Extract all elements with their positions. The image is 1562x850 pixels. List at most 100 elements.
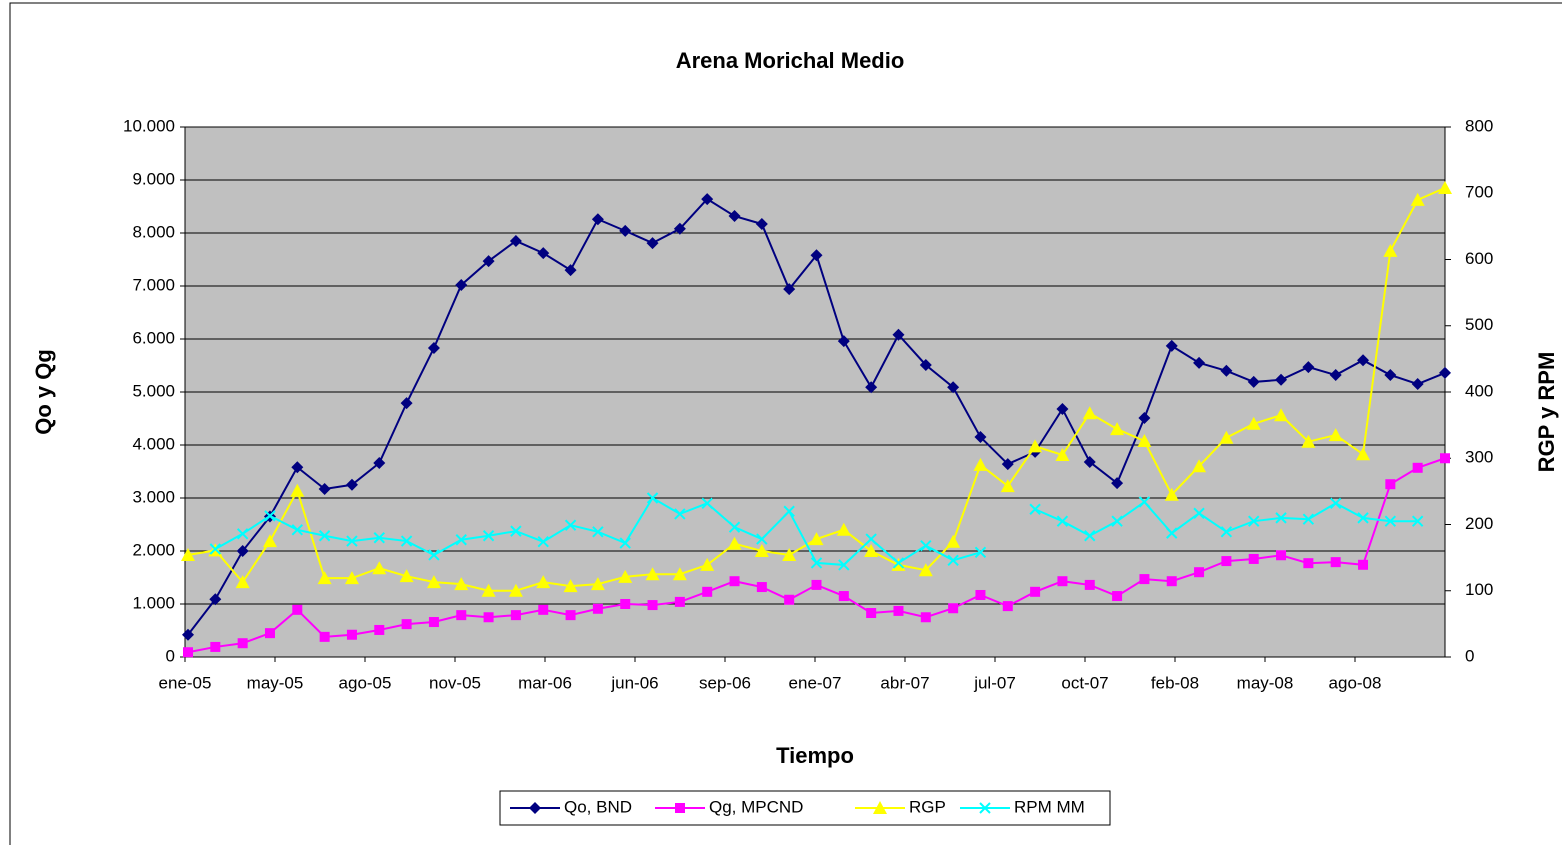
point xyxy=(1357,354,1370,367)
point xyxy=(591,213,604,226)
point xyxy=(728,521,741,533)
point xyxy=(700,557,715,571)
point xyxy=(1220,364,1233,377)
point xyxy=(1302,513,1315,525)
point xyxy=(1248,553,1259,564)
point xyxy=(1411,515,1424,527)
point xyxy=(838,591,849,602)
y-tick-label: 4.000 xyxy=(132,434,175,453)
y2-tick-label: 600 xyxy=(1465,249,1493,268)
point xyxy=(756,533,768,545)
point xyxy=(920,612,931,623)
point xyxy=(1084,530,1096,542)
y2-axis-title: RGP y RPM xyxy=(1534,352,1559,473)
y-tick-label: 0 xyxy=(166,646,175,665)
point xyxy=(1165,339,1178,352)
point xyxy=(565,610,576,621)
point xyxy=(236,545,249,557)
point xyxy=(1411,378,1424,391)
point xyxy=(264,510,276,522)
y-tick-label: 5.000 xyxy=(132,381,175,400)
y2-tick-label: 100 xyxy=(1465,580,1493,599)
point xyxy=(620,599,631,609)
point xyxy=(536,575,551,589)
point xyxy=(1438,180,1452,194)
point xyxy=(564,519,577,531)
point xyxy=(1110,422,1125,436)
point xyxy=(1028,439,1043,453)
y-tick-label: 2.000 xyxy=(132,540,175,559)
point xyxy=(510,610,521,621)
point xyxy=(1302,361,1315,374)
point xyxy=(865,381,878,394)
point xyxy=(837,335,850,348)
point xyxy=(1384,369,1397,382)
point xyxy=(564,264,577,277)
point xyxy=(1083,455,1096,468)
point xyxy=(1385,479,1396,490)
point xyxy=(919,358,932,371)
point xyxy=(374,624,385,635)
point xyxy=(1137,434,1152,448)
point xyxy=(400,397,413,410)
y-tick-label: 8.000 xyxy=(132,222,175,241)
point xyxy=(1412,462,1423,473)
point xyxy=(811,579,822,590)
point xyxy=(1084,579,1095,590)
point xyxy=(537,247,550,260)
point xyxy=(1166,576,1177,587)
point xyxy=(317,571,332,585)
point xyxy=(701,497,713,510)
x-tick-label: ene-07 xyxy=(789,673,842,692)
point xyxy=(318,530,331,542)
point xyxy=(1303,558,1314,569)
point xyxy=(920,539,932,552)
point xyxy=(1193,356,1206,369)
point xyxy=(646,237,659,250)
point xyxy=(1056,402,1069,415)
point xyxy=(1328,428,1343,442)
point xyxy=(1330,557,1341,568)
y-tick-label: 3.000 xyxy=(132,487,175,506)
point xyxy=(401,619,412,630)
point xyxy=(291,461,304,474)
point xyxy=(974,546,987,559)
point xyxy=(783,283,796,296)
y2-tick-label: 200 xyxy=(1465,514,1493,533)
point xyxy=(1301,434,1316,448)
point xyxy=(428,617,439,628)
point xyxy=(373,532,385,544)
point xyxy=(346,535,358,547)
point xyxy=(784,594,795,605)
point xyxy=(1357,512,1369,524)
point xyxy=(592,603,603,614)
point xyxy=(892,328,905,341)
point xyxy=(1219,430,1234,444)
point xyxy=(618,569,633,583)
point xyxy=(1000,479,1015,493)
point xyxy=(647,600,658,611)
point xyxy=(510,525,522,537)
point xyxy=(209,593,222,606)
point xyxy=(1275,373,1288,386)
point xyxy=(1138,496,1151,508)
x-tick-label: jun-06 xyxy=(610,673,658,692)
point xyxy=(1082,406,1097,420)
point xyxy=(838,559,850,571)
point xyxy=(509,234,522,247)
x-axis-title: Tiempo xyxy=(776,743,854,768)
point xyxy=(264,628,275,639)
x-tick-label: jul-07 xyxy=(973,673,1016,692)
point xyxy=(619,537,631,549)
x-tick-label: oct-07 xyxy=(1061,673,1108,692)
point xyxy=(482,530,495,542)
point xyxy=(183,647,193,658)
point xyxy=(947,381,960,394)
y-tick-label: 6.000 xyxy=(132,328,175,347)
point xyxy=(319,631,330,642)
point xyxy=(182,628,194,641)
point xyxy=(672,567,687,581)
x-tick-label: ago-08 xyxy=(1329,673,1382,692)
point xyxy=(1274,408,1289,422)
